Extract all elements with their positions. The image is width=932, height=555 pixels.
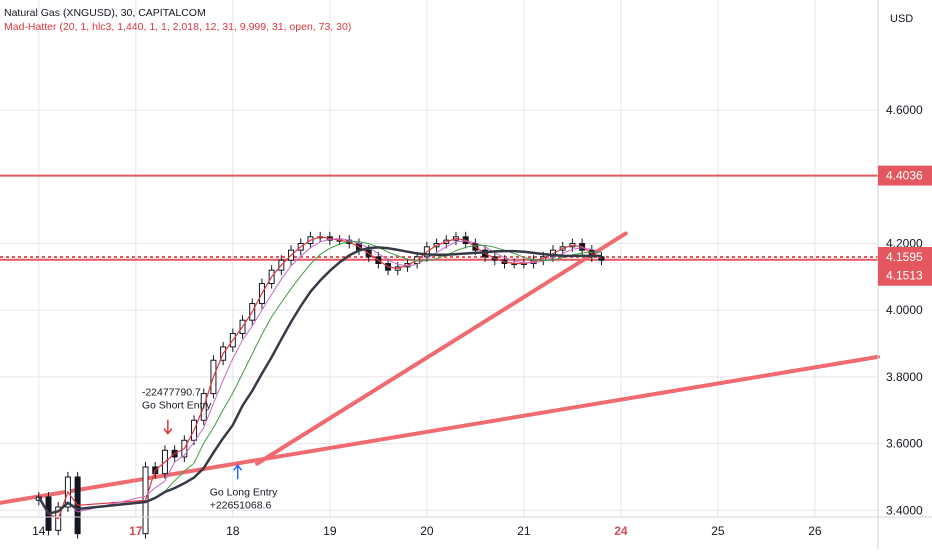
base-ma-line	[37, 246, 602, 516]
y-tick-label: 4.2000	[886, 236, 923, 250]
indicator-title[interactable]: Mad-Hatter (20, 1, hlc3, 1,440, 1, 1, 2,…	[4, 21, 352, 33]
short-arrow-icon	[163, 428, 173, 435]
lower-trendline	[0, 354, 880, 505]
price-label-bg	[878, 165, 932, 186]
x-tick-label: 24	[614, 524, 628, 538]
x-tick-label: 14	[32, 524, 46, 538]
upper-trendline	[255, 231, 628, 466]
x-tick-label: 25	[711, 524, 725, 538]
price-label: 4.1595	[886, 250, 923, 264]
annotations: -22477790.7Go Short Entry Go Long Entry+2…	[142, 387, 278, 512]
price-label: 4.1513	[886, 269, 923, 283]
y-tick-label: 3.6000	[886, 437, 923, 451]
x-tick-label: 26	[808, 524, 822, 538]
price-labels: 4.4036 4.1595 4.1513	[878, 165, 932, 286]
annotation-line: Go Long Entry	[210, 486, 278, 498]
candles	[35, 231, 605, 539]
x-tick-label: 18	[226, 524, 240, 538]
slow-ma-line	[38, 241, 602, 515]
y-tick-label: 3.4000	[886, 503, 923, 517]
price-label: 4.4036	[886, 169, 923, 183]
y-tick-label: 4.6000	[886, 103, 923, 117]
x-tick-label: 19	[323, 524, 337, 538]
annotation-line: -22477790.7	[142, 387, 201, 399]
horizontal-levels	[0, 174, 878, 261]
plot-background	[0, 0, 878, 517]
price-label-bg	[878, 265, 932, 286]
legend: Natural Gas (XNGUSD), 30, CAPITALCOM Mad…	[4, 6, 351, 34]
trendlines[interactable]	[0, 231, 880, 505]
annotation-line: Go Short Entry	[142, 400, 212, 412]
annotation-line: +22651068.6	[210, 499, 272, 511]
symbol-title[interactable]: Natural Gas (XNGUSD), 30, CAPITALCOM	[4, 7, 206, 19]
x-tick-label: 21	[517, 524, 531, 538]
x-tick-label: 17	[129, 524, 143, 538]
y-tick-label: 3.8000	[886, 370, 923, 384]
price-label-bg	[878, 246, 932, 267]
long-arrow-icon	[233, 464, 243, 471]
mid-ma-line	[38, 237, 602, 515]
x-tick-label: 20	[420, 524, 434, 538]
currency-label: USD	[890, 13, 913, 25]
y-tick-label: 4.0000	[886, 303, 923, 317]
candle-body	[598, 256, 605, 261]
